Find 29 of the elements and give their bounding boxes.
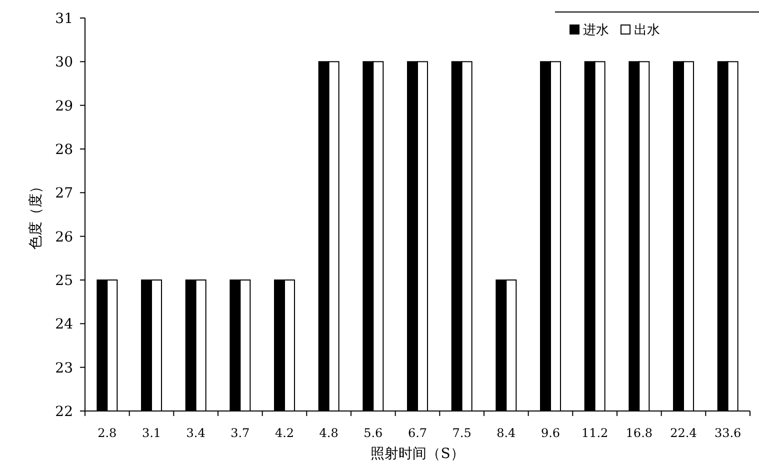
- y-tick-label: 22: [55, 404, 73, 420]
- y-tick-label: 26: [55, 229, 74, 246]
- x-tick-label: 2.8: [98, 426, 117, 440]
- y-tick-label: 25: [55, 273, 73, 289]
- x-tick-label: 4.8: [319, 426, 338, 440]
- x-tick-label: 6.7: [408, 426, 428, 440]
- y-axis-title: 色度（度）: [28, 180, 44, 250]
- legend-label: 出水: [634, 23, 660, 38]
- x-tick-label: 9.6: [540, 426, 560, 440]
- x-tick-label: 16.8: [626, 426, 653, 440]
- x-tick-label: 33.6: [714, 426, 742, 440]
- x-tick-label: 11.2: [581, 426, 608, 440]
- x-tick-label: 5.6: [364, 426, 383, 440]
- x-tick-label: 3.7: [230, 426, 250, 440]
- y-tick-label: 31: [55, 11, 73, 27]
- y-tick-label: 28: [55, 142, 73, 158]
- x-tick-label: 8.4: [496, 426, 516, 440]
- y-tick-label: 24: [55, 316, 74, 333]
- y-tick-label: 27: [55, 186, 73, 202]
- x-axis-title: 照射时间（S）: [370, 446, 464, 462]
- y-tick-label: 30: [55, 54, 73, 71]
- x-tick-label: 3.4: [186, 426, 206, 440]
- legend-label: 进水: [583, 23, 609, 38]
- y-tick-label: 23: [55, 360, 73, 376]
- x-tick-label: 3.1: [142, 426, 162, 440]
- y-tick-label: 29: [55, 98, 73, 114]
- x-tick-label: 4.2: [274, 426, 294, 440]
- x-tick-label: 22.4: [670, 426, 698, 440]
- x-tick-label: 7.5: [452, 426, 472, 440]
